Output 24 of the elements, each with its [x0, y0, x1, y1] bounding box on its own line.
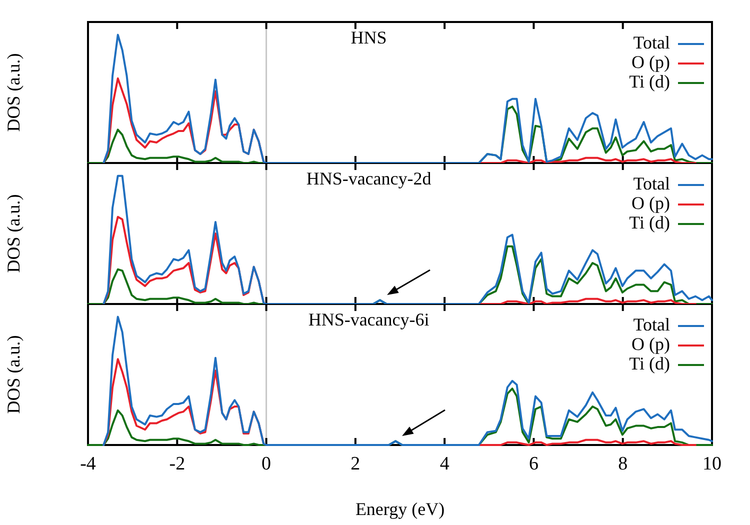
x-tick-label: 0 [262, 453, 272, 474]
legend-label: Total [633, 32, 670, 53]
chart-title: HNS-vacancy-6i [308, 310, 430, 330]
legend-label: Ti (d) [629, 212, 670, 233]
x-tick-label: 4 [440, 453, 450, 474]
legend-label: Ti (d) [629, 72, 670, 92]
y-axis-title: DOS (a.u.) [4, 53, 24, 132]
legend-label: O (p) [632, 193, 670, 214]
x-tick-label: 8 [618, 453, 628, 474]
x-axis-title: Energy (eV) [355, 498, 445, 519]
x-tick-label: 6 [528, 453, 538, 474]
x-tick-label: 2 [350, 453, 360, 474]
y-axis-title: DOS (a.u.) [4, 194, 24, 273]
y-axis-title: DOS (a.u.) [4, 335, 24, 414]
x-tick-label: 10 [702, 453, 722, 474]
legend-label: O (p) [632, 52, 670, 72]
legend-label: Ti (d) [629, 354, 670, 374]
legend-label: Total [633, 174, 670, 194]
legend-label: Total [633, 314, 670, 335]
legend-label: O (p) [632, 334, 670, 354]
chart-title: HNS-vacancy-2d [306, 168, 432, 189]
x-tick-label: -2 [169, 453, 186, 474]
chart-title: HNS [350, 28, 387, 48]
x-tick-label: -4 [80, 453, 96, 474]
